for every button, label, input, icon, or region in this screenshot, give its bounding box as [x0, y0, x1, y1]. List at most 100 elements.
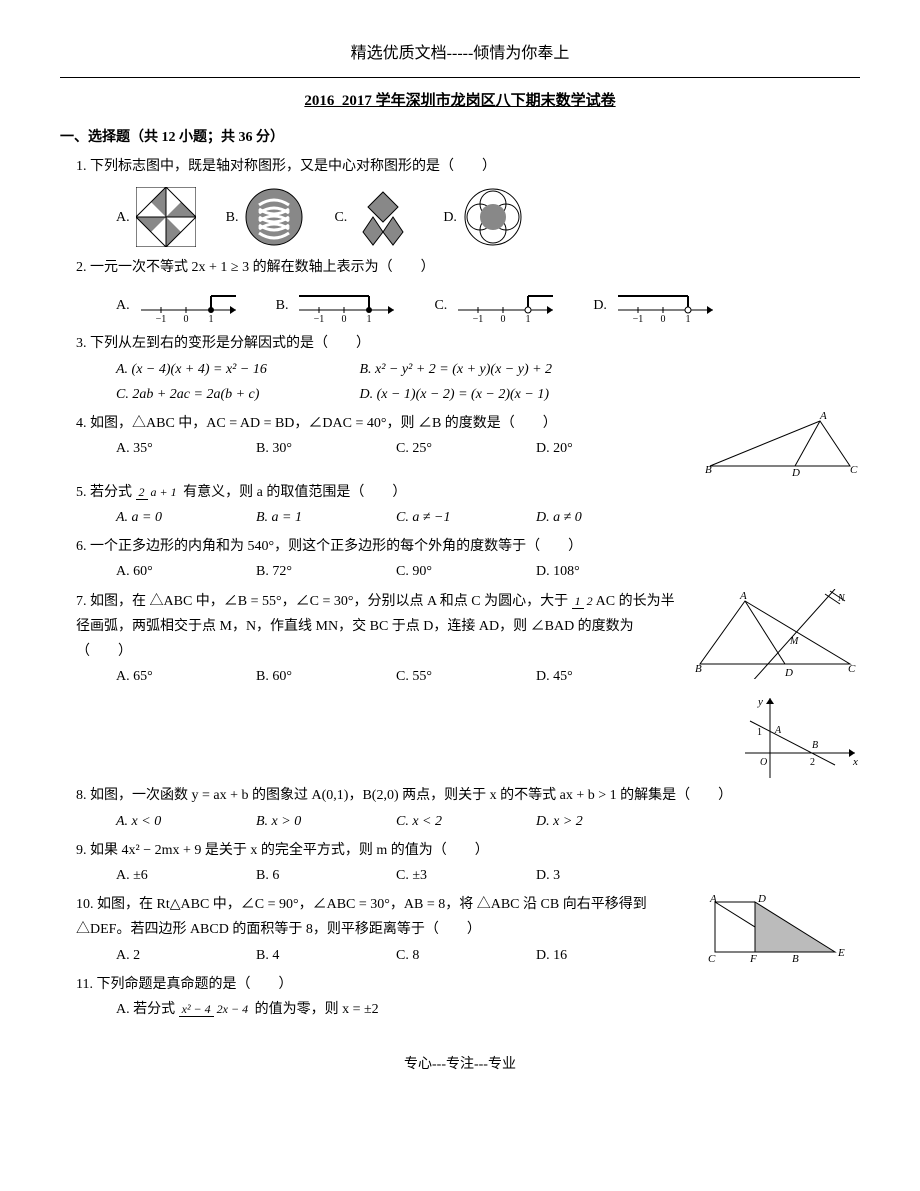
- svg-text:−1: −1: [473, 314, 484, 323]
- svg-text:1: 1: [367, 314, 372, 323]
- q5-text-post: 有意义，则 a 的取值范围是（ ）: [180, 485, 407, 500]
- three-diamond-icon: [353, 187, 413, 247]
- svg-text:2: 2: [810, 757, 815, 768]
- question-8: x y O A 1 B 2 8. 如图，一次函数 y = ax + b 的图象过…: [76, 693, 860, 833]
- q10-option-c: C. 8: [396, 943, 496, 968]
- linear-graph-icon: x y O A 1 B 2: [740, 693, 860, 783]
- q9-option-a: A. ±6: [116, 863, 216, 888]
- svg-text:A: A: [774, 725, 782, 736]
- q4-option-d: D. 20°: [536, 436, 636, 461]
- q5-option-b: B. a = 1: [256, 505, 356, 530]
- question-7: B D C A M N 7. 如图，在 △ABC 中，∠B = 55°，∠C =…: [76, 589, 860, 690]
- q5-fraction: 2a + 1: [136, 482, 180, 504]
- q1-option-d: D.: [443, 187, 523, 247]
- q8-option-b: B. x > 0: [256, 809, 356, 834]
- numberline-d-icon: −1 0 1: [613, 288, 723, 323]
- numberline-b-icon: −1 0 1: [294, 288, 404, 323]
- svg-text:O: O: [760, 757, 767, 768]
- q2-option-a: A. −1 0 1: [116, 288, 246, 323]
- q11-fraction: x² − 42x − 4: [179, 999, 251, 1021]
- question-11: 11. 下列命题是真命题的是（ ） A. 若分式 x² − 42x − 4 的值…: [76, 972, 860, 1022]
- svg-text:−1: −1: [633, 314, 644, 323]
- q11-option-a-pre: A. 若分式: [116, 1002, 179, 1017]
- q8-option-d: D. x > 2: [536, 809, 636, 834]
- header-divider: [60, 77, 860, 78]
- page-footer: 专心---专注---专业: [60, 1052, 860, 1077]
- q6-option-c: C. 90°: [396, 559, 496, 584]
- q4-option-c: C. 25°: [396, 436, 496, 461]
- svg-text:A: A: [819, 411, 827, 422]
- q8-option-a: A. x < 0: [116, 809, 216, 834]
- q2-option-b: B. −1 0 1: [276, 288, 405, 323]
- svg-text:D: D: [757, 893, 766, 905]
- page-header: 精选优质文档-----倾情为你奉上: [60, 40, 860, 69]
- question-5: 5. 若分式 2a + 1 有意义，则 a 的取值范围是（ ） A. a = 0…: [76, 480, 860, 530]
- svg-text:C: C: [708, 953, 716, 962]
- question-1: 1. 下列标志图中，既是轴对称图形，又是中心对称图形的是（ ） A. B.: [76, 154, 860, 247]
- numberline-c-icon: −1 0 1: [453, 288, 563, 323]
- q10-option-a: A. 2: [116, 943, 216, 968]
- svg-text:y: y: [757, 696, 763, 708]
- q9-option-d: D. 3: [536, 863, 636, 888]
- q6-option-b: B. 72°: [256, 559, 356, 584]
- svg-text:−1: −1: [314, 314, 325, 323]
- question-3: 3. 下列从左到右的变形是分解因式的是（ ） A. (x − 4)(x + 4)…: [76, 331, 860, 407]
- section-1-header: 一、选择题（共 12 小题；共 36 分）: [60, 125, 860, 150]
- svg-text:D: D: [791, 467, 800, 476]
- svg-text:D: D: [784, 667, 793, 679]
- q1-option-c: C.: [334, 187, 413, 247]
- q4-option-a: A. 35°: [116, 436, 216, 461]
- q2-option-c: C. −1 0 1: [434, 288, 563, 323]
- q7-option-c: C. 55°: [396, 664, 496, 689]
- q1-option-b: B.: [226, 187, 305, 247]
- q1-text: 1. 下列标志图中，既是轴对称图形，又是中心对称图形的是（ ）: [76, 159, 496, 174]
- question-9: 9. 如果 4x² − 2mx + 9 是关于 x 的完全平方式，则 m 的值为…: [76, 838, 860, 888]
- svg-text:−1: −1: [155, 314, 166, 323]
- svg-text:0: 0: [501, 314, 506, 323]
- q5-text-pre: 5. 若分式: [76, 485, 136, 500]
- q7-option-b: B. 60°: [256, 664, 356, 689]
- q10-text: 10. 如图，在 Rt△ABC 中，∠C = 90°，∠ABC = 30°，AB…: [76, 897, 647, 937]
- q11-option-a-post: 的值为零，则 x = ±2: [251, 1002, 379, 1017]
- q3-option-a: A. (x − 4)(x + 4) = x² − 16: [116, 357, 356, 382]
- q3-option-d: D. (x − 1)(x − 2) = (x − 2)(x − 1): [360, 382, 600, 407]
- triangle-mn-icon: B D C A M N: [690, 589, 860, 679]
- triangle-abc-icon: B D C A: [700, 411, 860, 476]
- question-6: 6. 一个正多边形的内角和为 540°，则这个正多边形的每个外角的度数等于（ ）…: [76, 534, 860, 584]
- q7-fraction: 12: [572, 591, 596, 613]
- q5-option-c: C. a ≠ −1: [396, 505, 496, 530]
- svg-text:1: 1: [526, 314, 531, 323]
- svg-text:F: F: [749, 953, 757, 962]
- svg-text:E: E: [837, 947, 845, 959]
- china-mobile-icon: [244, 187, 304, 247]
- q5-option-d: D. a ≠ 0: [536, 505, 636, 530]
- q9-option-b: B. 6: [256, 863, 356, 888]
- q7-option-d: D. 45°: [536, 664, 636, 689]
- translation-icon: A D C F B E: [700, 892, 860, 962]
- svg-text:B: B: [705, 464, 712, 476]
- four-circles-icon: [463, 187, 523, 247]
- q10-option-d: D. 16: [536, 943, 636, 968]
- question-4: B D C A 4. 如图，△ABC 中，AC = AD = BD，∠DAC =…: [76, 411, 860, 476]
- exam-title: 2016_2017 学年深圳市龙岗区八下期末数学试卷: [60, 88, 860, 115]
- q9-text: 9. 如果 4x² − 2mx + 9 是关于 x 的完全平方式，则 m 的值为…: [76, 843, 489, 858]
- question-10: A D C F B E 10. 如图，在 Rt△ABC 中，∠C = 90°，∠…: [76, 892, 860, 968]
- q7-text-pre: 7. 如图，在 △ABC 中，∠B = 55°，∠C = 30°，分别以点 A …: [76, 594, 572, 609]
- q4-option-b: B. 30°: [256, 436, 356, 461]
- q1-option-a: A.: [116, 187, 196, 247]
- svg-text:M: M: [789, 636, 799, 647]
- q8-option-c: C. x < 2: [396, 809, 496, 834]
- svg-text:1: 1: [208, 314, 213, 323]
- q3-text: 3. 下列从左到右的变形是分解因式的是（ ）: [76, 336, 370, 351]
- q2-text: 2. 一元一次不等式 2x + 1 ≥ 3 的解在数轴上表示为（ ）: [76, 260, 435, 275]
- svg-text:x: x: [852, 756, 858, 768]
- q4-text: 4. 如图，△ABC 中，AC = AD = BD，∠DAC = 40°，则 ∠…: [76, 416, 557, 431]
- svg-text:B: B: [695, 663, 702, 675]
- q7-option-a: A. 65°: [116, 664, 216, 689]
- q3-option-c: C. 2ab + 2ac = 2a(b + c): [116, 382, 356, 407]
- question-2: 2. 一元一次不等式 2x + 1 ≥ 3 的解在数轴上表示为（ ） A. −1…: [76, 255, 860, 323]
- svg-text:1: 1: [685, 314, 690, 323]
- svg-text:B: B: [792, 953, 799, 962]
- q2-option-d: D. −1 0 1: [593, 288, 723, 323]
- numberline-a-icon: −1 0 1: [136, 288, 246, 323]
